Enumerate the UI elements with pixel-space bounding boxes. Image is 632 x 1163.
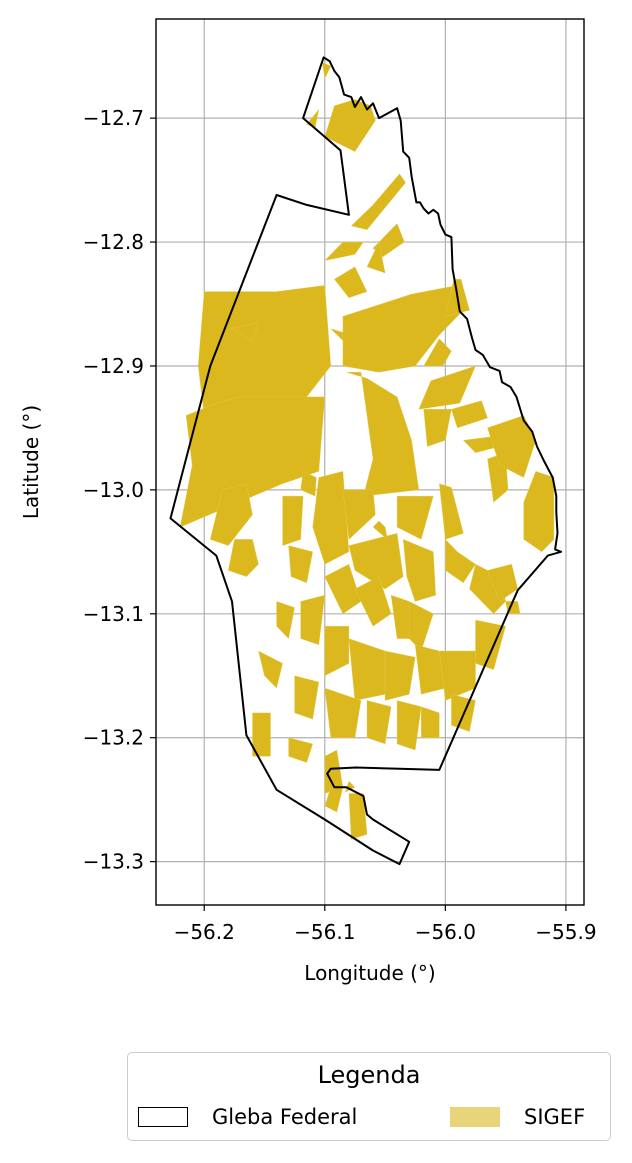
- sigef-parcel-14: [423, 338, 452, 367]
- legend-swatch-fill: [450, 1107, 500, 1127]
- x-tick-label-2: −56.0: [415, 920, 476, 944]
- sigef-parcel-44: [300, 594, 326, 646]
- sigef-parcel-50: [475, 619, 506, 670]
- axes-frame: [155, 18, 585, 906]
- sigef-parcel-16: [179, 396, 326, 528]
- sigef-parcel-58: [252, 712, 271, 757]
- legend-label-gleba-federal: Gleba Federal: [212, 1105, 358, 1129]
- sigef-parcel-28: [396, 495, 434, 540]
- sigef-parcel-59: [288, 737, 313, 763]
- y-tick-label-4: −13.1: [83, 602, 144, 626]
- sigef-parcel-43: [276, 601, 295, 640]
- sigef-parcel-42: [409, 601, 434, 652]
- legend-label-sigef: SIGEF: [524, 1105, 586, 1129]
- sigef-parcel-9: [230, 322, 259, 342]
- y-tick-label-3: −13.0: [83, 478, 144, 502]
- sigef-parcel-27: [523, 471, 555, 553]
- sigef-parcel-31: [348, 533, 404, 590]
- sigef-parcel-53: [324, 687, 362, 738]
- y-tick-label-6: −13.3: [83, 850, 144, 874]
- x-tick-label-0: −56.2: [174, 920, 235, 944]
- sigef-parcel-47: [384, 650, 416, 701]
- sigef-parcel-11: [342, 285, 464, 373]
- sigef-parcel-33: [445, 538, 476, 584]
- gleba-federal-boundary: [169, 56, 563, 866]
- sigef-parcel-6: [334, 266, 368, 299]
- sigef-parcel-22: [423, 409, 452, 447]
- sigef-parcel-21: [342, 489, 376, 540]
- y-axis-label: Latitude (°): [19, 405, 43, 519]
- sigef-parcel-19: [312, 471, 350, 565]
- legend-swatch-outline: [138, 1107, 188, 1127]
- sigef-parcel-5: [324, 241, 364, 261]
- sigef-parcel-46: [348, 638, 386, 701]
- sigef-parcel-32: [402, 539, 436, 602]
- y-tick-label-1: −12.8: [83, 230, 144, 254]
- y-tick-label-0: −12.7: [83, 106, 144, 130]
- sigef-parcel-56: [421, 706, 440, 738]
- sigef-parcel-20: [282, 495, 304, 546]
- x-tick-label-3: −55.9: [535, 920, 596, 944]
- y-tick-label-2: −12.9: [83, 354, 144, 378]
- legend-entry-sigef: SIGEF: [450, 1105, 585, 1129]
- x-tick-label-1: −56.1: [294, 920, 355, 944]
- sigef-parcel-18: [300, 471, 317, 497]
- sigef-parcel-15: [346, 372, 420, 497]
- sigef-parcel-49: [439, 650, 476, 701]
- sigef-parcel-8: [197, 285, 332, 416]
- x-axis-label: Longitude (°): [304, 961, 435, 985]
- y-tick-label-5: −13.2: [83, 726, 144, 750]
- legend-title: Legenda: [317, 1061, 421, 1089]
- legend: Legenda Gleba Federal SIGEF: [127, 1052, 611, 1141]
- sigef-parcel-52: [294, 675, 320, 720]
- sigef-parcel-13: [418, 365, 476, 410]
- sigef-parcel-54: [366, 700, 392, 745]
- sigef-parcel-23: [451, 400, 488, 429]
- sigef-parcel-55: [396, 700, 422, 751]
- legend-entry-gleba-federal: Gleba Federal: [138, 1105, 357, 1129]
- sigef-parcel-26: [487, 415, 537, 478]
- sigef-parcel-17: [210, 483, 253, 546]
- sigef-parcel-3: [350, 173, 406, 230]
- sigef-parcel-37: [228, 539, 259, 577]
- sigef-parcel-29: [439, 483, 464, 540]
- sigef-parcel-38: [288, 545, 313, 584]
- sigef-parcel-45: [324, 626, 350, 677]
- map-layers: [169, 56, 563, 866]
- sigef-parcel-7: [366, 241, 386, 274]
- sigef-parcel-51: [258, 650, 283, 689]
- sigef-parcel-40: [354, 576, 392, 627]
- sigef-parcel-2: [322, 62, 332, 80]
